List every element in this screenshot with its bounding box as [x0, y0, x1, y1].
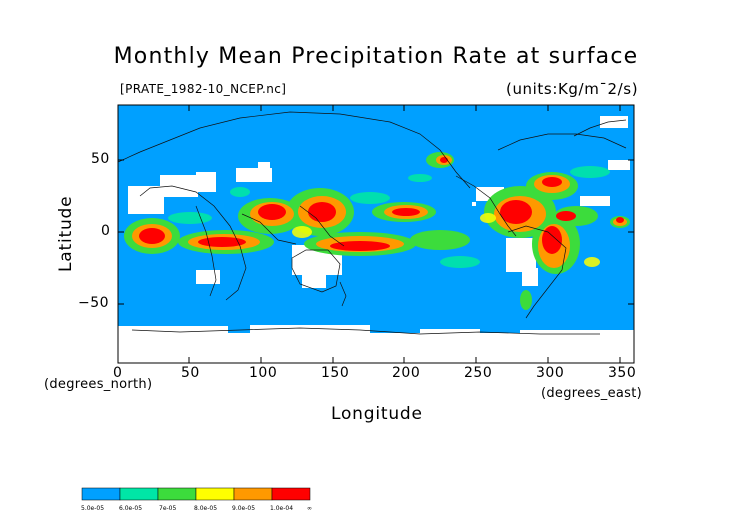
x-axis-label: Longitude — [331, 404, 423, 424]
legend-label: ∞ — [307, 505, 312, 512]
x-tick-label: 50 — [181, 365, 200, 381]
legend-label: 7e-05 — [159, 505, 177, 512]
legend-bin-5 — [233, 487, 273, 501]
x-tick-label: 100 — [249, 365, 278, 381]
legend-bin-2 — [119, 487, 159, 501]
legend-label: 5.0e-05 — [81, 505, 105, 512]
legend-label: 9.0e-05 — [232, 505, 256, 512]
x-tick-label: 150 — [321, 365, 350, 381]
legend-bin-3 — [157, 487, 197, 501]
x-tick-label: 350 — [608, 365, 637, 381]
x-tick-label: 250 — [464, 365, 493, 381]
x-tick-label: 200 — [392, 365, 421, 381]
x-axis-ticks — [117, 105, 621, 363]
precip-bin-red — [139, 157, 624, 254]
coastlines — [118, 111, 627, 335]
dataset-filename: [PRATE_1982-10_NCEP.nc] — [120, 82, 287, 96]
legend-label: 8.0e-05 — [194, 505, 218, 512]
precip-bin-cyan — [168, 166, 610, 268]
legend-bin-1 — [81, 487, 121, 501]
y-axis-ticks — [118, 159, 634, 305]
y-tick-label: 0 — [101, 223, 111, 239]
legend-label: 1.0e-04 — [270, 505, 294, 512]
units-label: (units:Kg/m¯2/s) — [506, 80, 639, 98]
x-tick-label: 300 — [536, 365, 565, 381]
y-tick-label: 50 — [91, 151, 110, 167]
x-tick-label: 0 — [113, 365, 123, 381]
legend-bin-4 — [195, 487, 235, 501]
chart-title: Monthly Mean Precipitation Rate at surfa… — [113, 44, 639, 69]
legend-label: 6.0e-05 — [119, 505, 143, 512]
y-axis-unit: (degrees_north) — [44, 377, 153, 392]
legend-colorbar — [81, 487, 311, 501]
legend-bin-6 — [271, 487, 311, 501]
x-axis-unit: (degrees_east) — [541, 386, 643, 401]
precip-bin-yellow — [292, 213, 600, 267]
plot-frame — [117, 104, 635, 364]
y-tick-label: −50 — [78, 295, 110, 311]
